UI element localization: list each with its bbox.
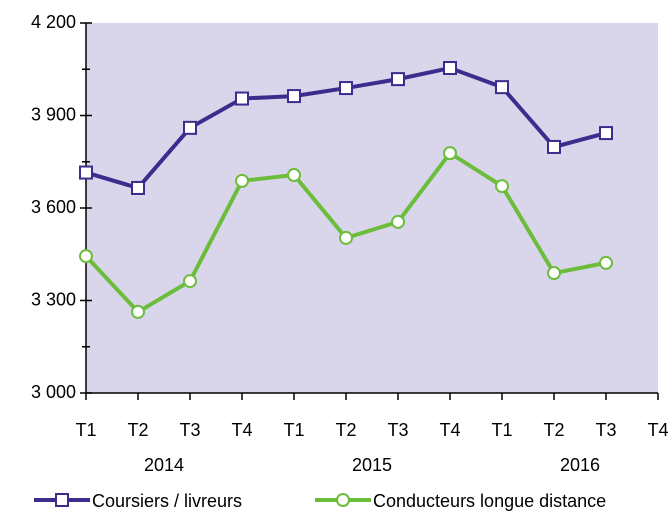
- data-point: [287, 89, 301, 104]
- data-point: [495, 80, 509, 95]
- x-tick-label: T4: [439, 420, 460, 440]
- data-point: [339, 81, 353, 96]
- y-tick-label: 3 600: [31, 197, 76, 217]
- group-label: 2014: [144, 455, 184, 475]
- group-label: 2016: [560, 455, 600, 475]
- x-tick-label: T1: [283, 420, 304, 440]
- data-point: [287, 168, 301, 183]
- data-point: [443, 146, 457, 161]
- data-point: [235, 173, 249, 188]
- data-point: [599, 255, 613, 270]
- x-tick-label: T4: [647, 420, 668, 440]
- legend-marker: [55, 493, 69, 507]
- data-point: [443, 61, 457, 76]
- x-tick-label: T3: [595, 420, 616, 440]
- data-point: [131, 304, 145, 319]
- data-point: [339, 230, 353, 245]
- data-point: [547, 139, 561, 154]
- data-point: [391, 214, 405, 229]
- plot-area: [86, 23, 658, 393]
- data-point: [79, 165, 93, 180]
- x-tick-label: T4: [231, 420, 252, 440]
- x-tick-label: T1: [75, 420, 96, 440]
- data-point: [391, 72, 405, 87]
- x-tick-label: T1: [491, 420, 512, 440]
- data-point: [183, 120, 197, 135]
- x-tick-label: T3: [179, 420, 200, 440]
- data-point: [495, 179, 509, 194]
- data-point: [79, 249, 93, 264]
- data-point: [547, 266, 561, 281]
- x-tick-label: T2: [335, 420, 356, 440]
- legend-label: Conducteurs longue distance: [373, 491, 606, 511]
- x-tick-label: T2: [543, 420, 564, 440]
- data-point: [599, 126, 613, 141]
- legend-marker: [336, 493, 350, 507]
- group-label: 2015: [352, 455, 392, 475]
- data-point: [131, 180, 145, 195]
- y-tick-label: 4 200: [31, 12, 76, 32]
- data-point: [235, 91, 249, 106]
- x-tick-label: T2: [127, 420, 148, 440]
- x-tick-label: T3: [387, 420, 408, 440]
- legend-label: Coursiers / livreurs: [92, 491, 242, 511]
- y-tick-label: 3 000: [31, 382, 76, 402]
- data-point: [183, 274, 197, 289]
- y-tick-label: 3 300: [31, 289, 76, 309]
- y-tick-label: 3 900: [31, 104, 76, 124]
